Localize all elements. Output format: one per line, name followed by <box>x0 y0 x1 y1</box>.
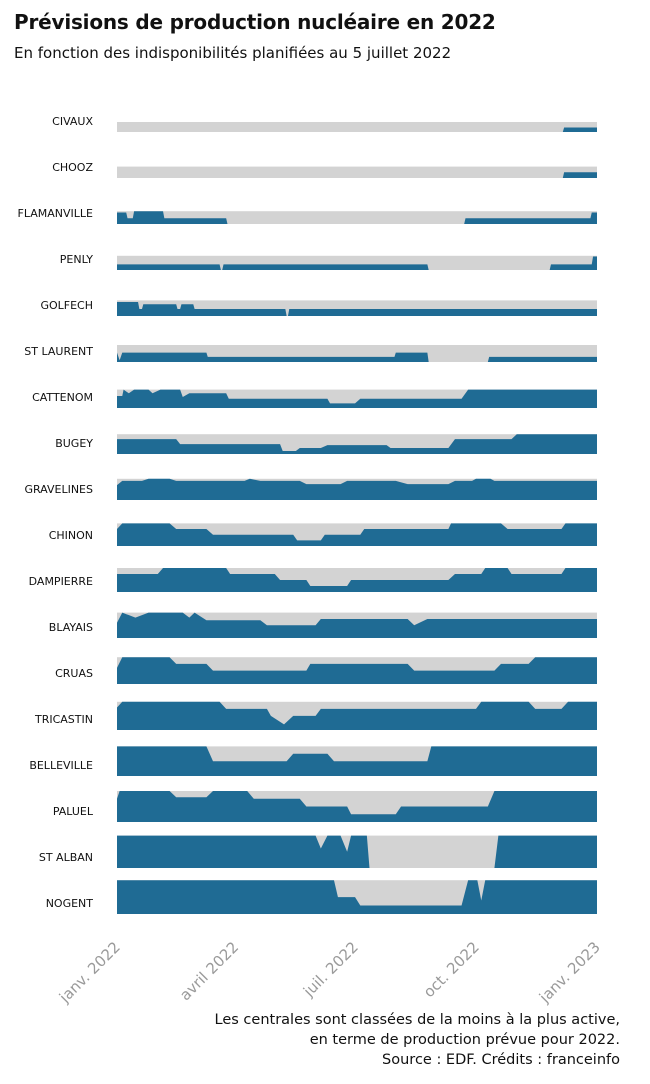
plant-label-st-alban: ST ALBAN <box>39 851 93 864</box>
production-area-belleville <box>117 746 597 776</box>
plant-row-cattenom: CATTENOM <box>32 389 597 408</box>
chart-title: Prévisions de production nucléaire en 20… <box>14 10 496 34</box>
production-area-st-alban <box>117 835 597 868</box>
plant-label-cattenom: CATTENOM <box>32 391 93 404</box>
plant-row-paluel: PALUEL <box>53 791 597 822</box>
footer-note-line1: Les centrales sont classées de la moins … <box>214 1012 620 1028</box>
plant-label-golfech: GOLFECH <box>40 299 93 312</box>
plant-label-st-laurent: ST LAURENT <box>24 345 93 358</box>
plant-label-penly: PENLY <box>60 253 93 266</box>
production-area-cattenom <box>117 389 597 408</box>
plant-label-bugey: BUGEY <box>55 437 93 450</box>
x-tick-label-1: avril 2022 <box>176 938 242 1004</box>
plant-label-dampierre: DAMPIERRE <box>29 575 93 588</box>
plant-label-belleville: BELLEVILLE <box>29 759 93 772</box>
plant-row-belleville: BELLEVILLE <box>29 746 597 776</box>
plant-row-chooz: CHOOZ <box>52 161 597 178</box>
production-area-tricastin <box>117 701 597 730</box>
production-area-golfech <box>117 301 597 316</box>
production-area-dampierre <box>117 568 597 592</box>
plant-row-dampierre: DAMPIERRE <box>29 568 597 592</box>
plant-row-flamanville: FLAMANVILLE <box>18 207 597 224</box>
plant-label-chinon: CHINON <box>49 529 93 542</box>
capacity-band-civaux <box>117 122 597 132</box>
chart-subtitle: En fonction des indisponibilités planifi… <box>14 44 452 62</box>
production-area-paluel <box>117 791 597 822</box>
plant-row-bugey: BUGEY <box>55 434 597 454</box>
plant-row-golfech: GOLFECH <box>40 299 597 316</box>
plant-label-blayais: BLAYAIS <box>49 621 93 634</box>
plant-row-cruas: CRUAS <box>55 657 597 684</box>
x-tick-label-3: oct. 2022 <box>420 938 483 1001</box>
capacity-band-chooz <box>117 166 597 178</box>
footer-note-line2: en terme de production prévue pour 2022. <box>309 1032 620 1048</box>
plant-label-paluel: PALUEL <box>53 805 94 818</box>
production-area-flamanville <box>117 211 597 224</box>
production-area-gravelines <box>117 478 597 500</box>
plant-row-gravelines: GRAVELINES <box>24 478 597 500</box>
plant-row-nogent: NOGENT <box>46 880 597 914</box>
plant-label-tricastin: TRICASTIN <box>34 713 93 726</box>
plant-row-penly: PENLY <box>60 253 597 270</box>
production-area-cruas <box>117 657 597 684</box>
production-area-bugey <box>117 434 597 454</box>
production-area-chinon <box>117 523 597 546</box>
x-tick-label-0: janv. 2022 <box>55 938 124 1007</box>
chart-footer: Les centrales sont classées de la moins … <box>215 1010 620 1070</box>
plant-row-tricastin: TRICASTIN <box>34 701 597 730</box>
production-area-nogent <box>117 880 597 914</box>
footer-source: Source : EDF. Crédits : franceinfo <box>382 1052 620 1068</box>
plant-row-st-laurent: ST LAURENT <box>24 345 597 362</box>
plant-label-gravelines: GRAVELINES <box>24 483 93 496</box>
plant-row-civaux: CIVAUX <box>52 115 597 132</box>
plant-label-cruas: CRUAS <box>55 667 93 680</box>
plant-row-st-alban: ST ALBAN <box>39 835 597 868</box>
plant-row-blayais: BLAYAIS <box>49 612 597 638</box>
x-tick-label-2: juil. 2022 <box>299 938 362 1001</box>
plant-row-chinon: CHINON <box>49 523 597 546</box>
plant-label-flamanville: FLAMANVILLE <box>18 207 94 220</box>
production-area-blayais <box>117 612 597 638</box>
plant-label-nogent: NOGENT <box>46 897 94 910</box>
x-tick-label-4: janv. 2023 <box>535 938 604 1007</box>
plant-label-civaux: CIVAUX <box>52 115 93 128</box>
production-area-st-laurent <box>117 352 597 362</box>
production-area-penly <box>117 256 597 270</box>
plant-label-chooz: CHOOZ <box>52 161 93 174</box>
